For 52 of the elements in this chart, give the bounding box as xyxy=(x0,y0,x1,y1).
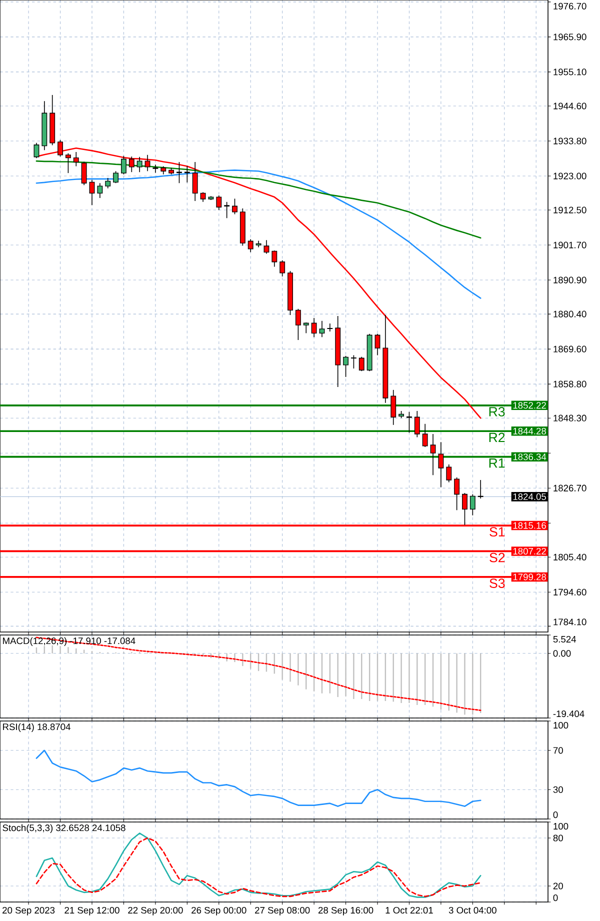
annotation: 1844.28 xyxy=(513,428,546,434)
annotation: 1799.28 xyxy=(513,574,546,580)
y-tick-label: 1869.60 xyxy=(554,346,586,352)
y-tick-label: 1784.10 xyxy=(554,618,586,626)
y-tick-label: 100 xyxy=(554,722,568,729)
y-tick-label: 1944.60 xyxy=(554,102,586,110)
y-tick-label: 1826.70 xyxy=(554,484,586,492)
y-tick-label: 1965.90 xyxy=(554,34,586,40)
y-tick-label: 30 xyxy=(553,786,563,793)
x-tick-label: 26 Sep 00:00 xyxy=(192,906,246,916)
y-tick-label: 1933.80 xyxy=(554,138,586,144)
chart-title: RSI(14) 18.8704 xyxy=(3,723,70,732)
ref-line-label: R3 xyxy=(489,406,505,416)
x-tick-label: 28 Sep 16:00 xyxy=(318,906,374,916)
y-tick-label: 20 xyxy=(553,882,563,890)
x-tick-label: 1 Oct 22:01 xyxy=(386,906,433,914)
annotation: 1852.22 xyxy=(513,402,546,409)
annotation: 1815.16 xyxy=(513,522,546,529)
x-tick-label: 20 Sep 2023 xyxy=(2,906,55,916)
ref-line-label: S2 xyxy=(490,552,505,562)
ref-line-label: R1 xyxy=(489,458,505,468)
y-tick-label: 1976.70 xyxy=(554,2,586,10)
chart-title: MACD(12,26,9) -17.910 -17.084 xyxy=(3,637,136,646)
x-tick-label: 3 Oct 04:00 xyxy=(448,906,496,914)
y-tick-label: 1923.00 xyxy=(554,172,586,180)
x-tick-label: 22 Sep 20:00 xyxy=(128,906,183,916)
chart-title: Stoch(5,3,3) 32.6528 24.1058 xyxy=(2,824,126,833)
y-tick-label: 1901.70 xyxy=(554,242,586,248)
y-tick-label: 1858.80 xyxy=(554,380,586,388)
y-tick-label: 100 xyxy=(554,822,568,830)
y-tick-label: 1955.10 xyxy=(554,68,586,76)
x-tick-label: 27 Sep 08:00 xyxy=(255,906,310,916)
y-tick-label: 0 xyxy=(553,811,558,818)
y-tick-label: 1794.60 xyxy=(554,588,586,596)
y-tick-label: 0.00 xyxy=(553,650,571,657)
y-tick-label: -19.404 xyxy=(553,710,584,718)
ref-line-label: R2 xyxy=(489,432,505,442)
y-tick-label: 1890.90 xyxy=(554,276,586,284)
annotation: 1824.05 xyxy=(513,493,546,500)
y-tick-label: 5.524 xyxy=(553,636,576,643)
y-tick-label: 80 xyxy=(553,834,563,842)
x-tick-label: 21 Sep 12:00 xyxy=(64,906,120,916)
ref-line-label: S1 xyxy=(490,527,505,537)
y-tick-label: 70 xyxy=(553,747,563,754)
y-tick-label: 1848.30 xyxy=(554,414,586,422)
y-tick-label: 1805.40 xyxy=(554,554,586,560)
y-tick-label: 1912.50 xyxy=(554,206,586,214)
annotation: 1836.34 xyxy=(513,454,546,460)
ref-line-label: S3 xyxy=(490,578,505,588)
y-tick-label: 0 xyxy=(553,894,558,902)
annotation: 1807.22 xyxy=(513,548,546,555)
y-tick-label: 1880.40 xyxy=(554,310,586,318)
